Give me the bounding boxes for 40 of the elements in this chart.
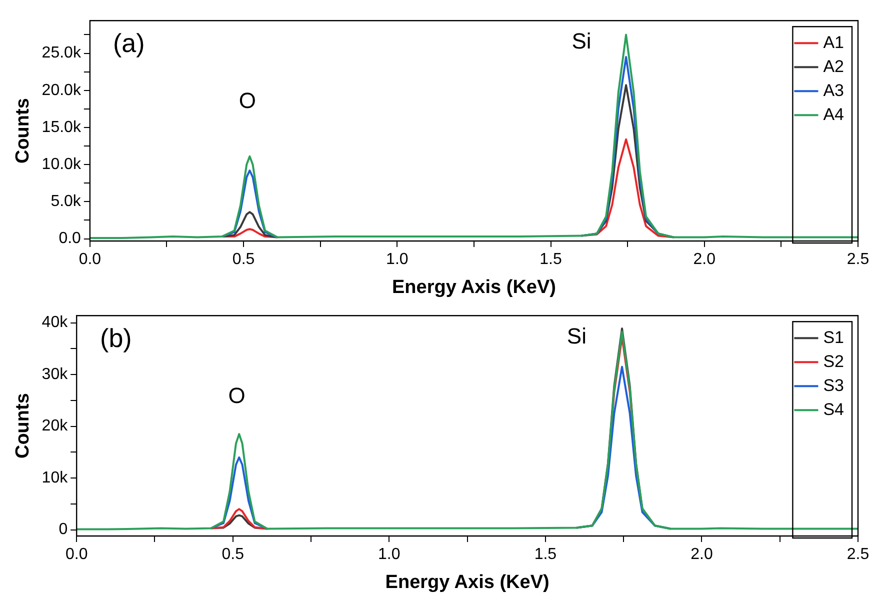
y-tick-label: 5.0k (50, 193, 82, 210)
y-axis-title: Counts (12, 98, 34, 164)
annotation: O (228, 383, 246, 408)
legend-label: A2 (823, 56, 844, 76)
annotation: O (238, 88, 256, 114)
y-tick-label: 30k (42, 366, 69, 383)
x-tick-label: 2.0 (690, 546, 713, 564)
x-tick-label: 2.5 (846, 546, 870, 564)
y-axis-title: Counts (12, 393, 34, 459)
legend-label: S4 (823, 400, 844, 419)
legend-label: S1 (823, 328, 844, 347)
y-tick-label: 10.0k (42, 156, 82, 173)
y-tick-label: 20k (42, 418, 69, 435)
x-tick-label: 1.5 (534, 546, 557, 564)
annotation: Si (566, 324, 586, 349)
y-tick-label: 0.0 (58, 230, 82, 248)
x-tick-label: 0.0 (78, 251, 102, 268)
x-tick-label: 1.0 (378, 546, 400, 564)
y-tick-label: 40k (42, 314, 69, 332)
x-tick-label: 1.5 (540, 251, 562, 268)
x-tick-label: 0.5 (232, 251, 255, 268)
legend-label: A3 (823, 80, 844, 100)
x-tick-label: 2.5 (846, 251, 870, 268)
x-tick-label: 1.0 (386, 251, 408, 268)
y-tick-label: 20.0k (42, 82, 82, 99)
y-tick-label: 0 (58, 521, 68, 538)
y-tick-label: 25.0k (42, 44, 82, 62)
annotation: Si (572, 28, 592, 54)
annotation: (b) (100, 323, 132, 354)
x-tick-label: 0.5 (222, 546, 244, 564)
legend-label: A1 (823, 32, 844, 52)
x-tick-label: 2.0 (693, 251, 716, 268)
y-tick-label: 10k (42, 469, 69, 486)
legend-label: S3 (823, 376, 844, 395)
legend-label: A4 (823, 104, 844, 124)
x-axis-title: Energy Axis (KeV) (385, 572, 550, 593)
legend-label: S2 (823, 352, 844, 371)
annotation: (a) (112, 28, 145, 58)
x-axis-title: Energy Axis (KeV) (392, 276, 556, 298)
y-tick-label: 15.0k (42, 118, 82, 136)
